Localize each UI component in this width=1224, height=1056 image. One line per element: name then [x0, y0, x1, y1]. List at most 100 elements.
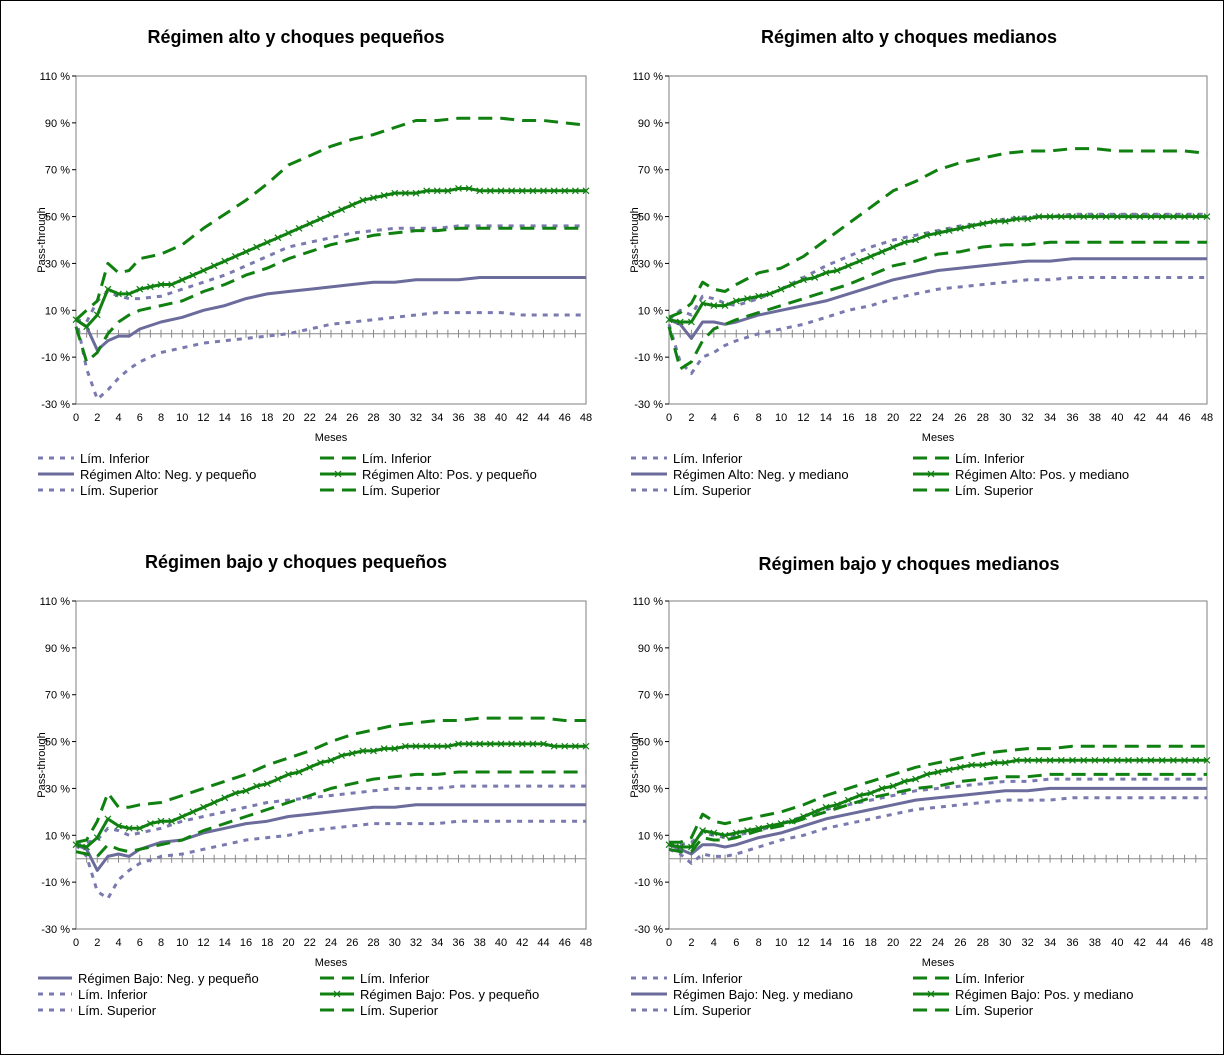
x-tick-label: 28: [977, 937, 989, 949]
x-tick-label: 14: [820, 412, 832, 424]
x-tick-label: 34: [431, 937, 443, 949]
y-tick-label: -10 %: [41, 877, 70, 889]
series-point-marker: [1169, 756, 1177, 764]
series-point-marker: [1181, 213, 1189, 220]
series-point-marker: [822, 269, 830, 277]
legend-label: Régimen Alto: Neg. y mediano: [673, 467, 849, 482]
legend-marker: [927, 470, 935, 478]
x-tick-label: 6: [137, 937, 143, 949]
x-tick-label: 14: [820, 937, 832, 949]
series-point-marker: [766, 822, 774, 830]
y-tick-label: 10 %: [45, 830, 70, 842]
series-point-marker: [945, 766, 953, 774]
y-tick-label: 110 %: [40, 71, 71, 83]
series-point-marker: [867, 252, 875, 260]
series-point-marker: [486, 740, 494, 748]
chart-alto-pequenos: 110 %90 %70 %50 %30 %10 %-10 %-30 %0 2 4 6 8…: [36, 71, 592, 498]
series-point-marker: [401, 742, 409, 750]
series-point-marker: [1203, 213, 1211, 220]
x-tick-label: 12: [197, 412, 209, 424]
series-point-marker: [687, 318, 695, 326]
x-tick-label: 30: [389, 937, 401, 949]
series-point-marker: [1046, 213, 1054, 220]
series-point-marker: [476, 740, 484, 748]
series-point-marker: [900, 238, 908, 246]
y-tick-label: 70 %: [45, 690, 70, 702]
series-point-marker: [210, 799, 218, 806]
x-tick-label: 38: [474, 937, 486, 949]
series-point-marker: [1057, 756, 1065, 764]
series-point-marker: [391, 745, 399, 753]
series-line-pos-lower: [74, 226, 586, 364]
y-tick-label: 50 %: [45, 737, 70, 749]
series-point-marker: [856, 792, 863, 799]
series-point-marker: [295, 768, 303, 776]
legend-label: Lím. Inferior: [360, 971, 430, 986]
series-point-marker: [889, 243, 897, 251]
x-tick-label: 8: [756, 937, 762, 949]
legend-label: Lím. Superior: [673, 1003, 752, 1018]
series-point-marker: [486, 187, 494, 195]
x-tick-label: 0: [73, 937, 79, 949]
series-point-marker: [306, 220, 314, 228]
series-line-pos-upper: [75, 716, 586, 844]
series-point-marker: [465, 740, 473, 748]
series-point-marker: [744, 827, 751, 835]
legend-label: Lím. Inferior: [955, 971, 1025, 986]
series-point-marker: [1046, 756, 1054, 764]
x-tick-label: 0: [666, 937, 672, 949]
x-tick-label: 8: [158, 412, 164, 424]
series-point-marker: [979, 761, 987, 769]
series-point-marker: [699, 827, 707, 835]
series-point-marker: [1113, 756, 1121, 764]
series-point-marker: [878, 785, 886, 792]
x-tick-label: 16: [842, 412, 854, 424]
panel-bajo-medianos: Régimen bajo y choques medianos 110 % 90 …: [629, 546, 1219, 1051]
x-tick-label: 18: [261, 937, 273, 949]
series-point-marker: [1080, 756, 1088, 764]
series-point-marker: [348, 201, 356, 209]
x-tick-label: 12: [797, 937, 809, 949]
series-point-marker: [508, 740, 516, 748]
series-point-marker: [755, 824, 763, 832]
series-point-marker: [242, 248, 250, 256]
y-axis-label: Pass-through: [629, 732, 641, 797]
series-line-pos-lower: [667, 240, 1207, 371]
series-point-marker: [327, 756, 335, 764]
series-point-marker: [508, 187, 516, 195]
series-line-neg-lower: [74, 311, 586, 401]
x-tick-label: 42: [1134, 937, 1146, 949]
x-tick-label: 26: [954, 412, 966, 424]
series-point-marker: [433, 187, 441, 195]
x-tick-label: 16: [240, 412, 252, 424]
series-point-marker: [157, 281, 165, 288]
series-point-marker: [721, 302, 729, 310]
series-line-neg-upper: [668, 212, 1207, 321]
x-tick-label: 44: [1156, 937, 1168, 949]
x-tick-label: 18: [865, 937, 877, 949]
series-line-pos-upper: [669, 744, 1207, 844]
series-point-marker: [732, 297, 740, 305]
y-tick-label: -30 %: [634, 399, 663, 411]
x-tick-label: 46: [1178, 412, 1190, 424]
x-tick-label: 46: [559, 412, 571, 424]
x-tick-label: 40: [1111, 412, 1123, 424]
series-point-marker: [359, 747, 367, 755]
series-point-marker: [744, 295, 751, 302]
series-point-marker: [306, 763, 314, 771]
x-tick-label: 38: [474, 412, 486, 424]
series-point-marker: [833, 801, 841, 809]
series-point-marker: [710, 302, 718, 310]
x-tick-label: 22: [909, 937, 921, 949]
series-point-marker: [168, 817, 176, 825]
x-tick-label: 20: [887, 412, 899, 424]
x-tick-label: 24: [325, 412, 337, 424]
y-tick-label: 10 %: [638, 305, 663, 317]
series-point-marker: [1035, 756, 1043, 764]
series-point-marker: [561, 742, 569, 750]
legend-label: Lím. Superior: [362, 483, 441, 498]
series-point-marker: [710, 829, 718, 837]
series-point-marker: [766, 290, 774, 298]
series-point-marker: [934, 768, 942, 776]
series-point-marker: [423, 187, 431, 195]
